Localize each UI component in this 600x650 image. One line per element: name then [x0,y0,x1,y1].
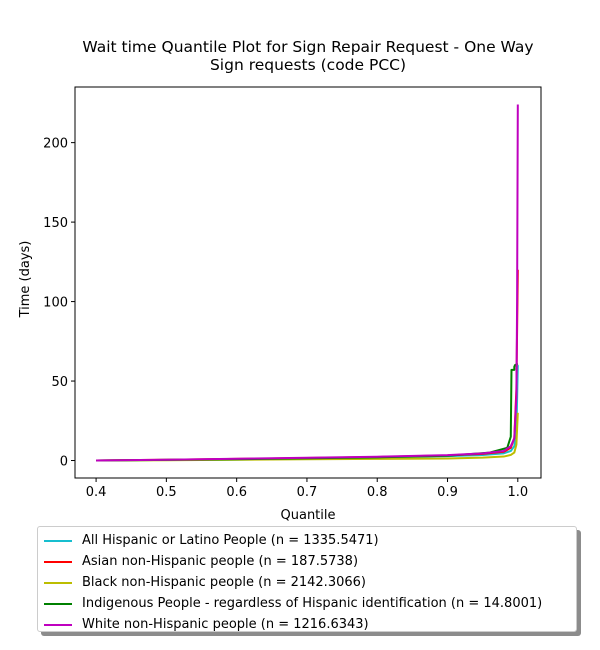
chart-title-line-1: Wait time Quantile Plot for Sign Repair … [82,38,533,56]
y-tick-label: 100 [43,296,68,311]
series-line-5 [96,104,519,462]
legend-label: Black non-Hispanic people (n = 2142.3066… [82,575,366,590]
x-tick-label: 0.4 [86,485,107,500]
y-tick-label: 200 [43,137,68,152]
chart-legend: All Hispanic or Latino People (n = 1335.… [37,526,577,632]
legend-item-2: Asian non-Hispanic people (n = 187.5738) [38,551,576,572]
series-line-3 [96,412,519,462]
legend-label: White non-Hispanic people (n = 1216.6343… [82,617,369,632]
legend-label: Asian non-Hispanic people (n = 187.5738) [82,554,359,569]
legend-swatch [44,602,72,605]
legend-item-3: Black non-Hispanic people (n = 2142.3066… [38,572,576,593]
series-line-4 [96,362,519,462]
plot-frame [74,86,542,479]
legend-swatch [44,623,72,626]
y-tick-label: 0 [60,455,68,470]
x-tick-label: 0.5 [156,485,177,500]
x-tick-label: 0.8 [367,485,388,500]
legend-swatch [44,560,72,563]
series-line-2 [96,269,519,462]
x-axis-label: Quantile [281,508,336,523]
legend-swatch [44,581,72,584]
y-tick-label: 150 [43,216,68,231]
plot-area: 0.4 0.5 0.6 0.7 0.8 0.9 1.0 0 50 100 150 200 [43,86,542,500]
x-tick-label: 0.6 [226,485,247,500]
legend-item-1: All Hispanic or Latino People (n = 1335.… [38,530,576,551]
x-tick-label: 1.0 [507,485,528,500]
legend-label: Indigenous People - regardless of Hispan… [82,596,543,611]
y-axis-label: Time (days) [18,241,33,319]
x-tick-label: 0.9 [437,485,458,500]
y-tick-label: 50 [51,375,68,390]
legend-label: All Hispanic or Latino People (n = 1335.… [82,533,379,548]
legend-swatch [44,539,72,542]
series-line-1 [96,365,519,462]
chart-title-line-2: Sign requests (code PCC) [210,56,406,74]
legend-item-4: Indigenous People - regardless of Hispan… [38,593,576,614]
quantile-chart: Wait time Quantile Plot for Sign Repair … [18,38,542,523]
x-tick-label: 0.7 [297,485,318,500]
legend-item-5: White non-Hispanic people (n = 1216.6343… [38,614,576,635]
